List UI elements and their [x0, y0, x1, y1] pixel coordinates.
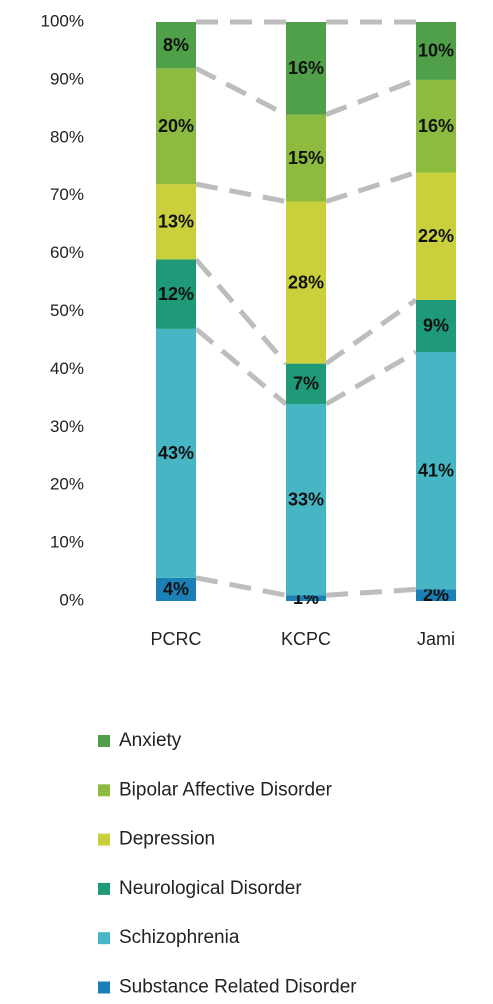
bar-segment — [156, 577, 196, 601]
legend-label: Anxiety — [119, 730, 182, 751]
legend-swatch — [98, 932, 110, 945]
y-tick-label: 80% — [50, 127, 84, 146]
x-tick-label: KCPC — [281, 629, 331, 649]
legend-label: Substance Related Disorder — [119, 977, 357, 998]
connector — [195, 575, 287, 598]
bar-segment — [286, 22, 326, 115]
y-tick-label: 90% — [50, 69, 84, 88]
bar-segment — [416, 172, 456, 300]
bar-segment — [416, 589, 456, 601]
legend-swatch — [98, 784, 110, 797]
bar-segment — [416, 79, 456, 173]
bar-segment — [286, 595, 326, 601]
legend-swatch — [98, 735, 110, 747]
value-label: 28% — [288, 272, 324, 292]
bar-segment — [156, 68, 196, 185]
value-label: 22% — [418, 226, 454, 246]
x-tick-label: Jami — [417, 629, 455, 649]
x-tick-label: PCRC — [150, 629, 201, 649]
value-label: 41% — [418, 460, 454, 480]
bar-segment — [286, 114, 326, 202]
value-label: 9% — [423, 316, 449, 336]
value-label: 10% — [418, 41, 454, 61]
connector — [194, 66, 288, 117]
connector — [324, 349, 418, 407]
value-label: 8% — [163, 35, 189, 55]
bar-segment — [286, 404, 326, 596]
legend-label: Bipolar Affective Disorder — [119, 779, 333, 800]
connector — [195, 181, 287, 204]
y-tick-label: 30% — [50, 417, 84, 436]
y-tick-label: 10% — [50, 533, 84, 552]
bar-segment — [156, 259, 196, 329]
connector — [324, 297, 418, 366]
y-tick-label: 70% — [50, 185, 84, 204]
y-tick-label: 100% — [41, 11, 84, 30]
legend-swatch — [98, 981, 110, 994]
connector — [194, 326, 288, 407]
bar-segment — [286, 363, 326, 405]
bar-segment — [156, 184, 196, 260]
value-label: 7% — [293, 374, 319, 394]
value-label: 15% — [288, 148, 324, 168]
value-label: 43% — [158, 443, 194, 463]
connector — [325, 77, 417, 117]
bar-segment — [416, 299, 456, 353]
value-label: 20% — [158, 116, 194, 136]
legend-label: Schizophrenia — [119, 927, 240, 948]
y-tick-label: 0% — [59, 590, 84, 609]
y-tick-label: 40% — [50, 359, 84, 378]
bar-segment — [156, 328, 196, 578]
y-tick-label: 50% — [50, 301, 84, 320]
bar-segment — [416, 22, 456, 80]
connector — [325, 586, 417, 598]
value-label: 2% — [423, 585, 449, 605]
bar-segment — [156, 22, 196, 69]
bar-segment — [416, 352, 456, 590]
legend-swatch — [98, 882, 110, 895]
y-tick-label: 60% — [50, 243, 84, 262]
legend-label: Neurological Disorder — [119, 878, 302, 899]
value-label: 16% — [288, 58, 324, 78]
value-label: 4% — [163, 579, 189, 599]
legend-label: Depression — [119, 829, 215, 850]
value-label: 12% — [158, 284, 194, 304]
connector — [194, 257, 288, 366]
bar-segment — [286, 201, 326, 364]
legend-swatch — [98, 833, 110, 846]
y-tick-label: 20% — [50, 475, 84, 494]
value-label: 33% — [288, 489, 324, 509]
connector — [325, 170, 417, 204]
connectors — [194, 19, 418, 598]
value-label: 16% — [418, 116, 454, 136]
value-label: 13% — [158, 212, 194, 232]
